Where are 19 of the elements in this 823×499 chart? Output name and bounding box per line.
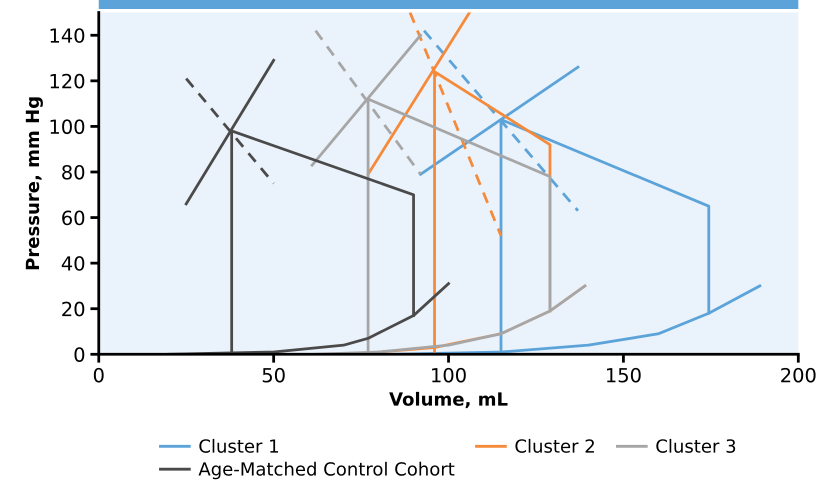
x-axis-title: Volume, mL [389, 392, 508, 408]
legend-label: Cluster 2 [515, 438, 594, 453]
y-tick-label: 140 [50, 28, 84, 43]
x-tick-label: 150 [607, 368, 641, 383]
x-tick-label: 0 [94, 368, 104, 383]
y-tick-label: 60 [62, 210, 84, 226]
y-tick-label: 40 [62, 256, 84, 271]
y-tick-label: 80 [62, 164, 84, 180]
y-tick-label: 100 [50, 119, 84, 134]
legend-label: Cluster 1 [199, 438, 278, 453]
y-tick-label: 20 [62, 302, 84, 316]
x-tick-label: 200 [781, 368, 816, 383]
legend-label: Cluster 3 [656, 438, 736, 453]
y-tick-label: 120 [50, 74, 84, 88]
y-axis-title: Pressure, mm Hg [26, 97, 43, 270]
x-tick-label: 50 [262, 368, 285, 383]
x-tick-label: 100 [432, 368, 466, 383]
legend-label: Age-Matched Control Cohort [198, 462, 454, 480]
y-tick-label: 0 [74, 347, 84, 362]
